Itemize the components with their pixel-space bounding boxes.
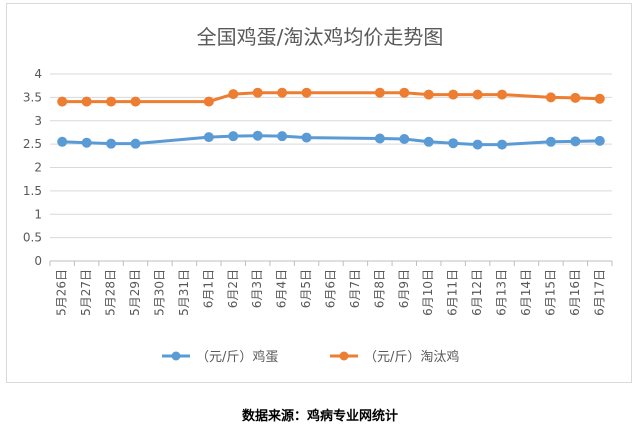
data-point-series-1 [57, 136, 68, 147]
data-point-series-2 [423, 89, 434, 100]
y-tick-label: 1 [34, 207, 42, 221]
data-point-series-2 [252, 87, 263, 98]
data-point-series-2 [594, 93, 605, 104]
x-tick-label: 6月2日 [226, 269, 240, 308]
x-tick-label: 6月12日 [470, 269, 484, 316]
data-point-series-2 [277, 87, 288, 98]
x-tick-label: 6月16日 [568, 269, 582, 316]
x-tick-label: 5月30日 [152, 269, 166, 316]
data-point-series-1 [472, 139, 483, 150]
x-tick-label: 5月27日 [79, 269, 93, 316]
data-point-series-2 [374, 87, 385, 98]
data-point-series-2 [399, 87, 410, 98]
x-tick-label: 5月28日 [104, 269, 118, 316]
data-point-series-1 [497, 139, 508, 150]
data-point-series-2 [301, 87, 312, 98]
data-point-series-1 [228, 131, 239, 142]
data-point-series-2 [472, 89, 483, 100]
data-point-series-1 [545, 136, 556, 147]
data-point-series-1 [252, 130, 263, 141]
chart-title: 全国鸡蛋/淘汰鸡均价走势图 [197, 25, 444, 49]
x-tick-label: 6月13日 [495, 269, 509, 316]
data-point-series-2 [497, 89, 508, 100]
x-tick-label: 6月3日 [250, 269, 264, 308]
data-point-series-2 [203, 96, 214, 107]
data-point-series-1 [81, 137, 92, 148]
x-tick-label: 6月6日 [324, 269, 338, 308]
x-tick-label: 6月11日 [446, 269, 460, 316]
data-point-series-1 [570, 136, 581, 147]
data-point-series-1 [423, 136, 434, 147]
y-tick-label: 3.5 [23, 90, 42, 104]
x-tick-label: 6月1日 [201, 269, 215, 308]
x-tick-label: 6月15日 [543, 269, 557, 316]
data-point-series-2 [81, 96, 92, 107]
legend: （元/斤）鸡蛋 （元/斤）淘汰鸡 [162, 349, 459, 365]
data-point-series-1 [301, 132, 312, 143]
y-tick-label: 1.5 [23, 184, 42, 198]
x-tick-label: 5月29日 [128, 269, 142, 316]
x-tick-label: 6月5日 [299, 269, 313, 308]
axes: 0 0.5 1 1.5 2 2.5 3 3.5 4 5月26日 5月27日 5月28日 5月29日 5月3… [23, 67, 613, 316]
x-tick-label: 6月14日 [519, 269, 533, 316]
y-tick-label: 0 [34, 254, 42, 268]
data-point-series-1 [130, 138, 141, 149]
data-point-series-2 [228, 89, 239, 100]
data-point-series-2 [106, 96, 117, 107]
x-tick-label: 5月31日 [177, 269, 191, 316]
data-point-series-1 [594, 135, 605, 146]
data-point-series-2 [570, 92, 581, 103]
data-point-series-2 [448, 89, 459, 100]
x-tick-label: 6月9日 [397, 269, 411, 308]
y-tick-label: 2.5 [23, 137, 42, 151]
legend-swatch-marker [339, 351, 349, 361]
legend-label: （元/斤）鸡蛋 [196, 349, 278, 365]
y-tick-label: 4 [34, 67, 42, 81]
y-tick-label: 2 [34, 161, 42, 175]
x-tick-label: 6月7日 [348, 269, 362, 308]
data-point-series-1 [106, 138, 117, 149]
source-note: 数据来源：鸡病专业网统计 [241, 409, 398, 424]
data-point-series-1 [374, 133, 385, 144]
series-layer [57, 87, 605, 150]
y-tick-label: 3 [34, 114, 42, 128]
x-tick-label: 6月17日 [592, 269, 606, 316]
legend-label: （元/斤）淘汰鸡 [364, 349, 459, 365]
legend-swatch-marker [171, 351, 181, 361]
y-tick-label: 0.5 [23, 231, 42, 245]
x-tick-label: 6月10日 [421, 269, 435, 316]
chart-frame [6, 3, 632, 383]
data-point-series-1 [399, 133, 410, 144]
data-point-series-2 [57, 96, 68, 107]
x-tick-label: 5月26日 [55, 269, 69, 316]
data-point-series-2 [130, 96, 141, 107]
data-point-series-1 [203, 132, 214, 143]
data-point-series-1 [277, 131, 288, 142]
x-tick-label: 6月8日 [372, 269, 386, 308]
x-tick-label: 6月4日 [275, 269, 289, 308]
data-point-series-2 [545, 92, 556, 103]
data-point-series-1 [448, 138, 459, 149]
series-line-1 [60, 134, 602, 147]
